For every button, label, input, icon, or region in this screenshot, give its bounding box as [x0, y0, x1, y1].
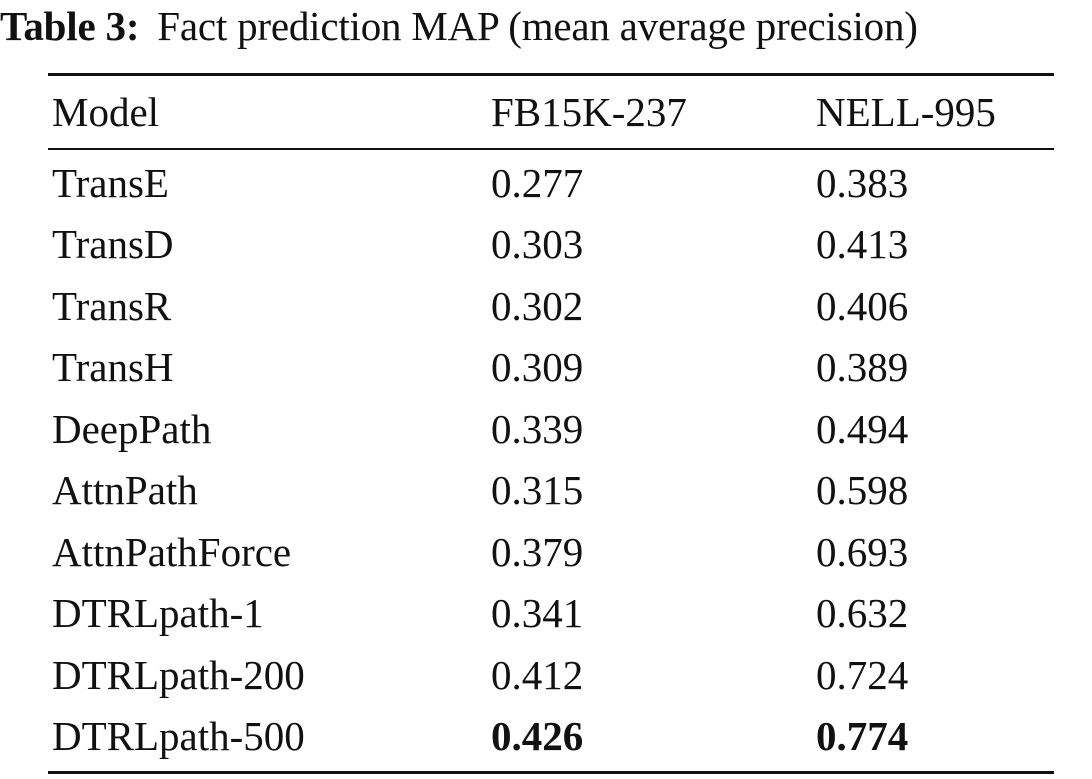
table-row: DTRLpath-200 0.412 0.724 — [48, 644, 1054, 706]
table-row: AttnPath 0.315 0.598 — [48, 460, 1054, 522]
nell-995-cell: 0.632 — [816, 590, 909, 637]
table-row: TransE 0.277 0.383 — [48, 152, 1054, 214]
table-row: TransR 0.302 0.406 — [48, 275, 1054, 337]
column-header-nell-995: NELL-995 — [816, 89, 996, 135]
table-row: DTRLpath-500 0.426 0.774 — [48, 706, 1054, 768]
nell-995-cell: 0.693 — [816, 528, 909, 575]
header-row: Model FB15K-237 NELL-995 — [48, 76, 1054, 150]
nell-995-cell: 0.724 — [816, 651, 909, 698]
model-cell: TransR — [52, 282, 172, 329]
table-row: TransH 0.309 0.389 — [48, 337, 1054, 399]
fb15k-237-cell: 0.302 — [491, 282, 584, 329]
column-header-model: Model — [52, 89, 160, 135]
fb15k-237-cell: 0.339 — [491, 405, 584, 452]
model-cell: TransE — [52, 159, 169, 206]
fb15k-237-cell-best: 0.426 — [491, 713, 584, 760]
table-caption: Table 3: Fact prediction MAP (mean averag… — [0, 0, 1092, 60]
model-cell: DTRLpath-200 — [52, 651, 305, 698]
table-header: Model FB15K-237 NELL-995 — [48, 76, 1054, 150]
model-cell: AttnPathForce — [52, 528, 292, 575]
fb15k-237-cell: 0.309 — [491, 344, 584, 391]
nell-995-cell: 0.406 — [816, 282, 909, 329]
fb15k-237-cell: 0.341 — [491, 590, 584, 637]
table-caption-label: Table 3: — [0, 3, 140, 49]
top-rule — [48, 73, 1054, 76]
column-header-fb15k-237: FB15K-237 — [491, 89, 687, 135]
model-cell: DTRLpath-1 — [52, 590, 264, 637]
table-caption-text: Fact prediction MAP (mean average precis… — [157, 3, 918, 49]
nell-995-cell: 0.598 — [816, 467, 909, 514]
fb15k-237-cell: 0.277 — [491, 159, 584, 206]
model-cell: TransH — [52, 344, 174, 391]
nell-995-cell: 0.413 — [816, 221, 909, 268]
table-row: AttnPathForce 0.379 0.693 — [48, 521, 1054, 583]
fb15k-237-cell: 0.303 — [491, 221, 584, 268]
table-body: TransE 0.277 0.383 TransD 0.303 0.413 Tr… — [48, 150, 1054, 767]
table-row: TransD 0.303 0.413 — [48, 214, 1054, 276]
nell-995-cell: 0.494 — [816, 405, 909, 452]
model-cell: AttnPath — [52, 467, 198, 514]
results-table: Model FB15K-237 NELL-995 TransE 0.277 0.… — [48, 76, 1054, 767]
nell-995-cell: 0.389 — [816, 344, 909, 391]
table-row: DTRLpath-1 0.341 0.632 — [48, 583, 1054, 645]
fb15k-237-cell: 0.412 — [491, 651, 584, 698]
fb15k-237-cell: 0.315 — [491, 467, 584, 514]
model-cell: DTRLpath-500 — [52, 713, 305, 760]
table-row: DeepPath 0.339 0.494 — [48, 398, 1054, 460]
model-cell: DeepPath — [52, 405, 212, 452]
header-rule — [48, 148, 1054, 150]
model-cell: TransD — [52, 221, 174, 268]
fb15k-237-cell: 0.379 — [491, 528, 584, 575]
nell-995-cell-best: 0.774 — [816, 713, 909, 760]
bottom-rule — [48, 771, 1054, 774]
nell-995-cell: 0.383 — [816, 159, 909, 206]
